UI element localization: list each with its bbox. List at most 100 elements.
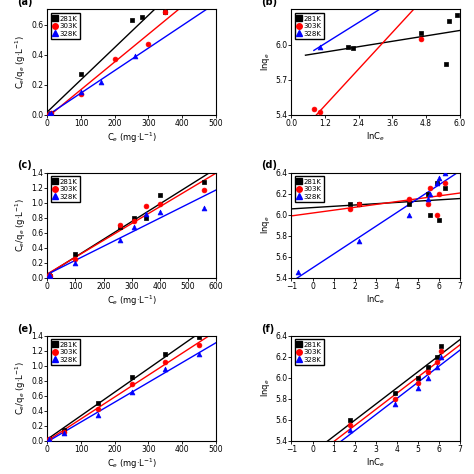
- Point: [441, 184, 449, 192]
- Point: [128, 388, 136, 396]
- Point: [441, 169, 449, 176]
- Point: [46, 273, 54, 280]
- Y-axis label: C$_e$/q$_e$ (g·L$^{-1}$): C$_e$/q$_e$ (g·L$^{-1}$): [14, 35, 28, 89]
- Point: [162, 358, 169, 366]
- Point: [72, 251, 79, 258]
- Point: [162, 9, 169, 16]
- Point: [45, 271, 53, 279]
- Point: [46, 273, 54, 280]
- Point: [46, 110, 53, 118]
- Y-axis label: C$_e$/q$_e$ (g·L$^{-1}$): C$_e$/q$_e$ (g·L$^{-1}$): [14, 361, 28, 415]
- Legend: 281K, 303K, 328K: 281K, 303K, 328K: [51, 339, 80, 365]
- Point: [442, 61, 449, 68]
- Point: [433, 364, 440, 371]
- Point: [391, 400, 398, 408]
- Point: [156, 201, 164, 208]
- Point: [427, 184, 434, 192]
- Point: [45, 271, 53, 279]
- Point: [391, 395, 398, 402]
- Point: [130, 218, 138, 225]
- Point: [433, 211, 440, 219]
- Point: [138, 13, 146, 21]
- Point: [46, 110, 53, 118]
- Point: [46, 435, 53, 442]
- Point: [117, 237, 124, 244]
- Text: (c): (c): [17, 160, 32, 171]
- Point: [414, 379, 421, 387]
- Point: [424, 364, 432, 371]
- Point: [98, 78, 105, 85]
- Point: [156, 208, 164, 215]
- Point: [117, 224, 124, 231]
- Point: [142, 214, 149, 221]
- Point: [72, 255, 79, 263]
- Point: [427, 211, 434, 219]
- Y-axis label: C$_e$/q$_e$ (g·L$^{-1}$): C$_e$/q$_e$ (g·L$^{-1}$): [14, 198, 28, 252]
- Point: [316, 109, 323, 116]
- Point: [77, 88, 85, 96]
- Point: [46, 273, 54, 280]
- Point: [47, 109, 55, 117]
- Legend: 281K, 303K, 328K: 281K, 303K, 328K: [51, 13, 80, 39]
- Point: [441, 179, 449, 187]
- Point: [391, 390, 398, 397]
- Point: [433, 179, 440, 187]
- Point: [316, 43, 323, 51]
- Point: [346, 416, 354, 424]
- Point: [77, 70, 85, 78]
- Point: [427, 190, 434, 197]
- Point: [294, 269, 301, 276]
- Point: [437, 353, 445, 360]
- Point: [346, 206, 354, 213]
- Point: [453, 11, 461, 19]
- Point: [355, 201, 363, 208]
- Point: [61, 428, 68, 436]
- Point: [417, 29, 424, 36]
- Point: [310, 105, 318, 113]
- Point: [346, 421, 354, 429]
- Point: [94, 411, 102, 419]
- Point: [72, 259, 79, 266]
- Y-axis label: lnq$_e$: lnq$_e$: [259, 53, 273, 71]
- Point: [61, 426, 68, 433]
- Point: [47, 109, 55, 117]
- Point: [437, 347, 445, 355]
- Text: (f): (f): [261, 324, 274, 334]
- Point: [47, 109, 55, 117]
- Point: [117, 221, 124, 229]
- Point: [405, 195, 413, 203]
- Point: [346, 427, 354, 434]
- Text: (b): (b): [261, 0, 277, 8]
- Point: [130, 214, 138, 221]
- Point: [128, 381, 136, 388]
- Point: [201, 204, 208, 212]
- Point: [424, 195, 432, 203]
- Point: [424, 190, 432, 197]
- Point: [94, 405, 102, 412]
- Point: [46, 435, 53, 442]
- Point: [162, 351, 169, 358]
- Point: [344, 43, 351, 51]
- Point: [128, 373, 136, 381]
- Point: [424, 374, 432, 382]
- Legend: 281K, 303K, 328K: 281K, 303K, 328K: [295, 13, 324, 39]
- Point: [130, 224, 138, 231]
- Point: [424, 201, 432, 208]
- Point: [162, 365, 169, 373]
- Point: [445, 18, 452, 25]
- Point: [437, 342, 445, 350]
- Point: [131, 52, 139, 60]
- Legend: 281K, 303K, 328K: 281K, 303K, 328K: [51, 176, 80, 202]
- Point: [435, 216, 443, 224]
- Text: (e): (e): [17, 324, 33, 334]
- Point: [46, 110, 53, 118]
- Point: [128, 16, 136, 24]
- Point: [142, 210, 149, 218]
- Point: [195, 351, 203, 358]
- Point: [46, 435, 53, 442]
- Legend: 281K, 303K, 328K: 281K, 303K, 328K: [295, 176, 324, 202]
- X-axis label: C$_e$ (mg·L$^{-1}$): C$_e$ (mg·L$^{-1}$): [107, 294, 156, 308]
- Point: [145, 40, 152, 48]
- Point: [414, 384, 421, 392]
- Point: [142, 202, 149, 210]
